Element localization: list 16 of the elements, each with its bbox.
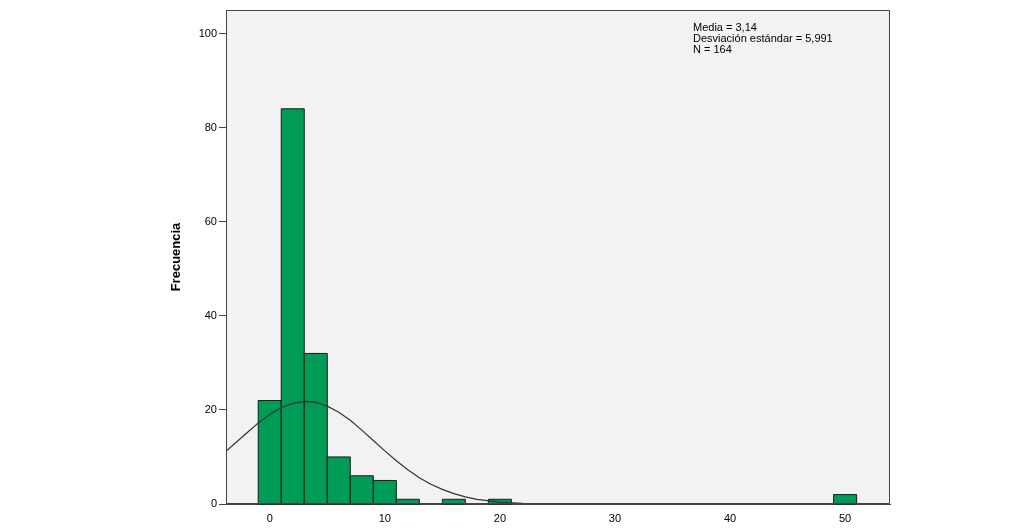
y-tick-label: 80: [204, 120, 217, 133]
annotation: Desviación estándar = 5,991: [693, 31, 833, 44]
y-axis-title: Frecuencia: [167, 221, 183, 292]
x-tick-label: 20: [493, 511, 507, 524]
x-tick-label: 30: [608, 511, 622, 524]
x-tick-label: 50: [838, 511, 852, 524]
x-tick-label: 0: [266, 511, 273, 524]
x-tick-label: 10: [378, 511, 391, 524]
x-tick-label: 40: [723, 511, 737, 524]
annotation: Media = 3,14: [693, 20, 757, 33]
y-tick-label: 60: [204, 214, 217, 227]
y-tick-label: 40: [204, 308, 217, 321]
annotation: N = 164: [693, 42, 732, 55]
y-tick-label: 20: [204, 402, 217, 415]
y-tick-label: 0: [210, 497, 217, 510]
y-tick-label: 100: [198, 26, 217, 39]
